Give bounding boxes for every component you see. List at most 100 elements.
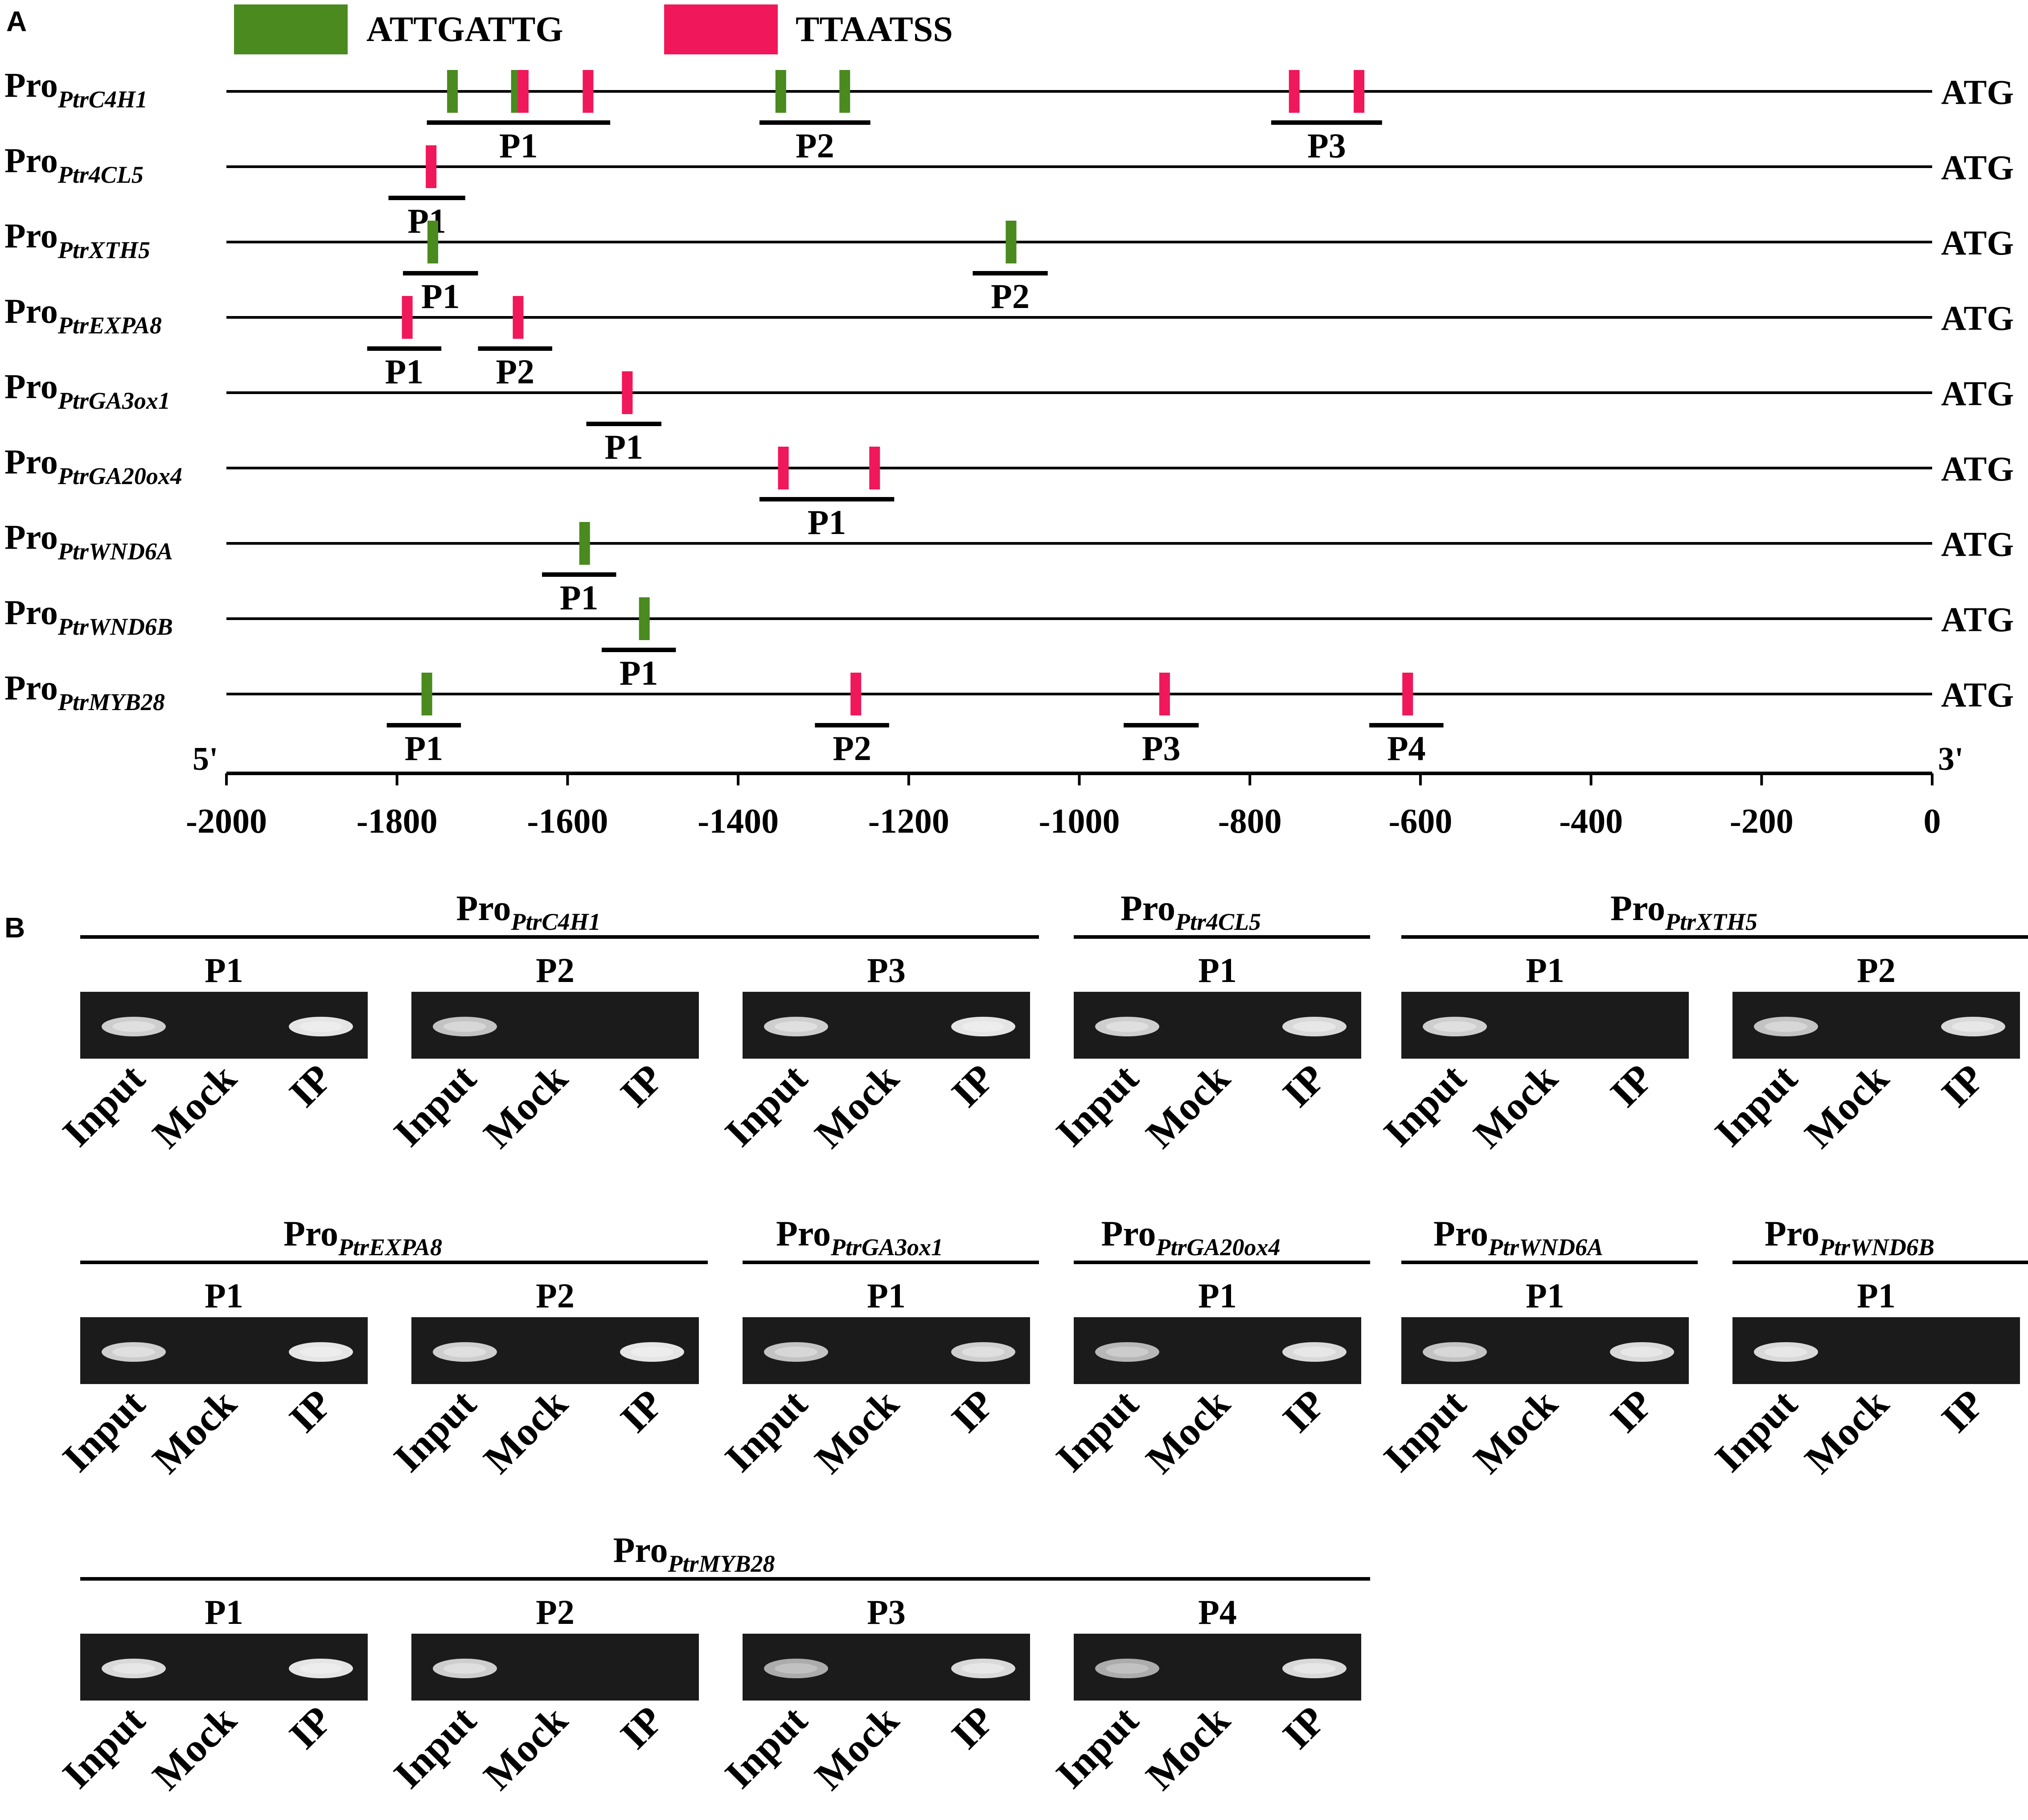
site-ttaatss [850, 673, 862, 715]
gel-probe-label: P1 [1198, 951, 1237, 990]
gel-band-core [300, 1347, 342, 1357]
atg-label: ATG [1941, 223, 2014, 262]
lane-label: Input [1048, 1056, 1147, 1155]
group-gene-name: PtrGA20ox4 [1155, 1234, 1280, 1261]
legend-label-attgattg: ATTGATTG [366, 10, 563, 49]
gel-probe-label: P1 [205, 951, 243, 990]
gel-band-core [443, 1663, 486, 1674]
lane-label: IP [943, 1381, 1003, 1441]
site-ttaatss [513, 296, 524, 339]
lane-label: IP [943, 1056, 1003, 1116]
probe-label: P1 [405, 729, 443, 768]
promoter-label: ProPtrEXPA8 [4, 292, 162, 339]
gel-band-core [1106, 1663, 1149, 1674]
gel-probe-label: P3 [867, 1593, 906, 1631]
axis-tick-label: 0 [1924, 801, 1941, 840]
lane-label: Mock [476, 1698, 576, 1799]
lane-label: Input [717, 1698, 816, 1797]
gel-band [433, 1342, 497, 1362]
promoter-row: ProPtrC4H1 ATG P1 P2 P3 [4, 66, 2014, 165]
group-gene-name: PtrC4H1 [510, 908, 600, 935]
legend-swatch-ttaatss [664, 4, 778, 54]
lane-label: Mock [476, 1381, 576, 1482]
gel-band-core [1106, 1021, 1149, 1032]
gel-probe-label: P3 [867, 951, 906, 990]
lane-label: Input [54, 1056, 153, 1155]
lane-label: Input [1707, 1381, 1806, 1480]
gel-band-core [1952, 1021, 1995, 1032]
axis-tick-label: -800 [1218, 801, 1282, 840]
probe-label: P2 [991, 277, 1030, 316]
group-header-label: ProPtrC4H1 [456, 889, 601, 935]
site-ttaatss [778, 447, 789, 489]
atg-label: ATG [1941, 449, 2014, 488]
group-gene-name: PtrEXPA8 [338, 1234, 442, 1261]
panel-a-letter: A [6, 5, 27, 37]
gel-band-core [1765, 1021, 1807, 1032]
site-attgattg [1006, 221, 1017, 263]
group-header-label: ProPtr4CL5 [1121, 889, 1261, 935]
gel-probe-label: P1 [1857, 1276, 1896, 1315]
promoter-gene-name: PtrC4H1 [57, 86, 148, 113]
gel-band [102, 1342, 166, 1362]
promoter-prefix: Pro [4, 141, 58, 180]
lane-label: Mock [144, 1698, 245, 1799]
atg-label: ATG [1941, 675, 2014, 714]
probe-label: P1 [620, 653, 658, 692]
probe-label: P1 [407, 201, 446, 240]
axis-tick-label: -1000 [1039, 801, 1120, 840]
gel-probe-label: P2 [536, 1593, 575, 1631]
site-ttaatss [402, 296, 413, 339]
gel-band [1095, 1659, 1159, 1678]
gel-band-core [112, 1663, 155, 1674]
gel-probe-label: P1 [867, 1276, 906, 1315]
group-prefix: Pro [1121, 889, 1175, 928]
site-ttaatss [1289, 70, 1300, 113]
site-attgattg [639, 597, 650, 640]
lane-label: Mock [144, 1056, 245, 1157]
probe-label: P1 [385, 352, 424, 391]
gel-band-core [443, 1347, 486, 1357]
probe-label: P3 [1142, 729, 1181, 768]
gel-band-core [1293, 1347, 1336, 1357]
gel-band-core [962, 1347, 1005, 1357]
legend-label-ttaatss: TTAATSS [796, 10, 953, 49]
three-prime-label: 3' [1938, 741, 1964, 777]
lane-label: IP [281, 1698, 341, 1758]
gel-band [433, 1017, 497, 1036]
group-prefix: Pro [1610, 889, 1665, 928]
group-gene-name: PtrGA3ox1 [830, 1234, 943, 1261]
axis-tick-label: -1200 [868, 801, 949, 840]
group-gene-name: PtrXTH5 [1665, 908, 1757, 935]
gel-band-core [962, 1021, 1005, 1032]
axis-ticks: -2000 -1800 -1600 -1400 -1200 -1000 -800 -600 -4… [186, 773, 1941, 840]
promoter-row: ProPtrGA20ox4 ATG P1 [4, 442, 2014, 542]
probe-label: P1 [808, 503, 846, 542]
lane-label: IP [1602, 1381, 1662, 1441]
promoter-row: ProPtrGA3ox1 ATG P1 [4, 367, 2014, 466]
gel-probe-label: P1 [1198, 1276, 1237, 1315]
lane-label: Mock [1797, 1056, 1897, 1157]
lane-label: Input [386, 1381, 484, 1480]
site-attgattg [579, 522, 590, 565]
group-header-label: ProPtrXTH5 [1610, 889, 1757, 935]
lane-label: Mock [807, 1698, 907, 1799]
promoter-gene-name: PtrEXPA8 [57, 312, 162, 339]
gel-probe-label: P1 [1526, 951, 1564, 990]
gel-band-core [775, 1347, 817, 1357]
group-header-label: ProPtrWND6A [1433, 1214, 1603, 1261]
gel-band [1423, 1017, 1487, 1036]
gel-band-core [631, 1347, 673, 1357]
lane-label: Input [717, 1381, 816, 1480]
site-attgattg [839, 70, 850, 113]
axis-tick-label: -400 [1559, 801, 1623, 840]
lane-label: Input [54, 1698, 153, 1797]
